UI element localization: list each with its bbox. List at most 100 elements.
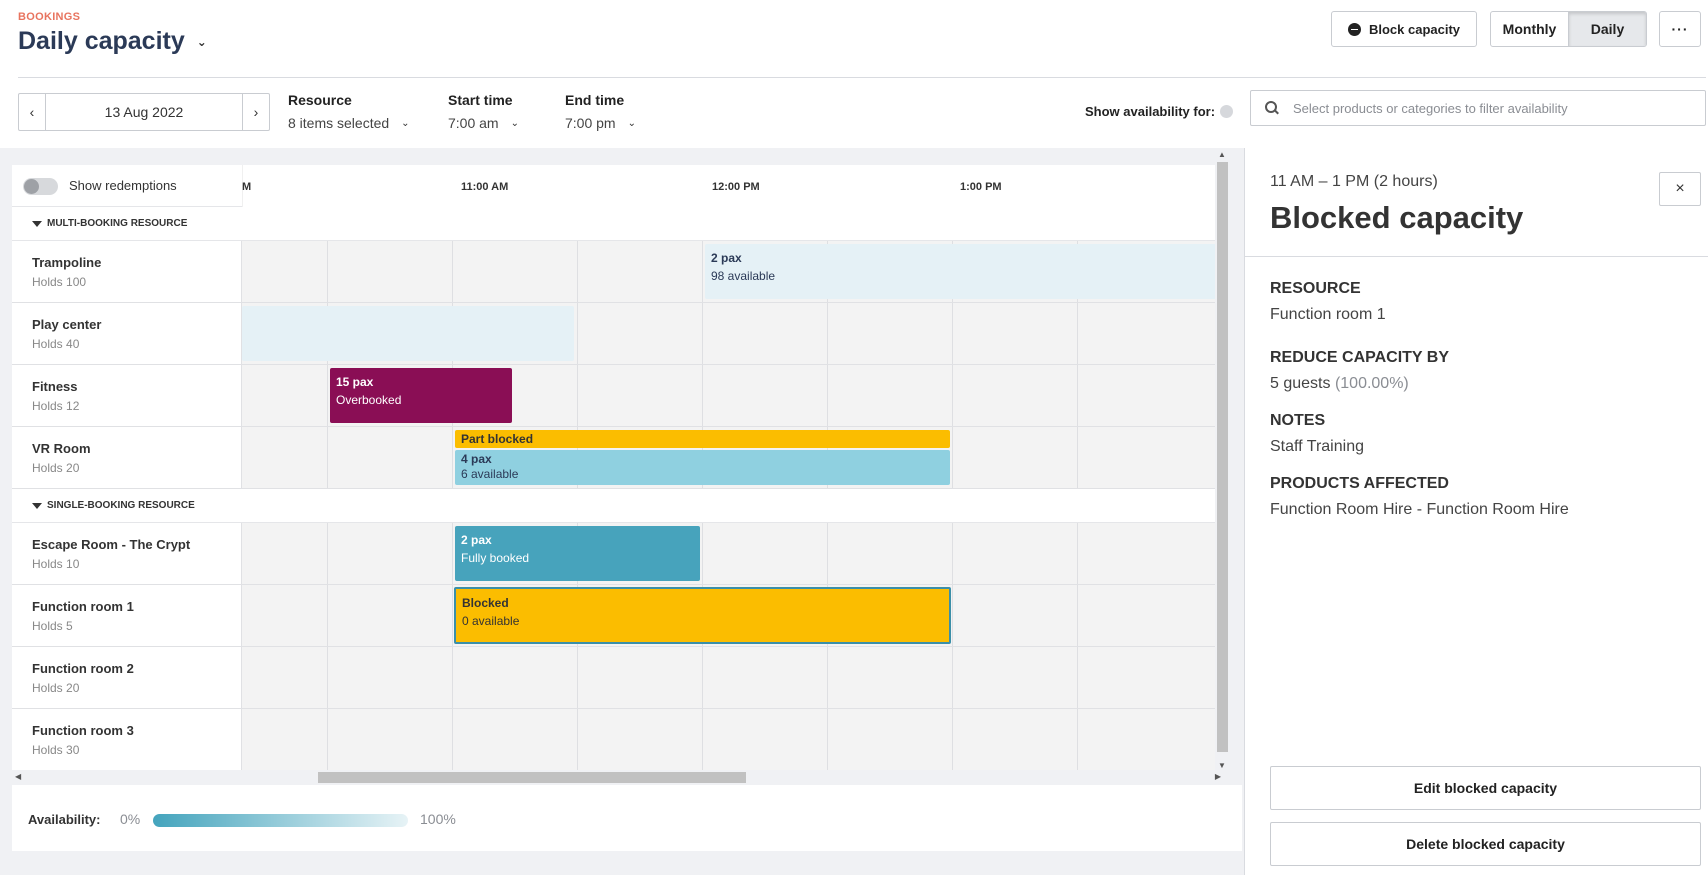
next-date-button[interactable]: ›	[253, 104, 259, 120]
close-icon[interactable]: ×	[1659, 172, 1701, 206]
timeline-cells[interactable]	[242, 303, 1227, 364]
blocked-capacity-block-selected[interactable]: Blocked 0 available	[454, 587, 951, 644]
scroll-up-icon[interactable]: ▲	[1218, 150, 1226, 159]
resource-filter[interactable]: Resource 8 items selected ⌄	[288, 92, 410, 131]
horizontal-scrollbar[interactable]: ◀ ▶	[12, 770, 1227, 785]
legend-label: Availability:	[28, 812, 101, 827]
resource-holds: Holds 5	[32, 619, 73, 633]
vertical-scrollbar[interactable]: ▲ ▼	[1215, 150, 1230, 770]
resource-row: Fitness Holds 12 15 pax Overbooked	[12, 365, 1227, 427]
legend-min: 0%	[120, 811, 141, 827]
time-label: M	[242, 181, 252, 193]
legend-max: 100%	[420, 811, 456, 827]
resource-name: VR Room	[32, 441, 91, 456]
end-time-label: End time	[565, 92, 625, 108]
panel-title: Blocked capacity	[1270, 200, 1524, 235]
resource-label: VR Room Holds 20	[12, 427, 242, 488]
availability-gradient	[153, 814, 408, 827]
availability-legend: Availability: 0% 100%	[12, 785, 1242, 851]
scrollbar-thumb[interactable]	[1217, 162, 1228, 752]
chevron-down-icon: ⌄	[510, 117, 519, 129]
edit-blocked-capacity-button[interactable]: Edit blocked capacity	[1270, 766, 1701, 810]
event-title: 4 pax	[461, 452, 492, 466]
timeline-cells[interactable]: 2 pax Fully booked	[242, 523, 1227, 584]
timeline-cells[interactable]	[242, 647, 1227, 708]
event-subtitle: 0 available	[462, 614, 520, 628]
monthly-view-button[interactable]: Monthly	[1502, 21, 1557, 37]
resource-row: Play center Holds 40	[12, 303, 1227, 365]
help-icon[interactable]	[1220, 105, 1234, 118]
resource-holds: Holds 20	[32, 681, 80, 695]
availability-filter-search[interactable]	[1250, 90, 1706, 126]
search-input[interactable]	[1293, 100, 1693, 116]
group-header[interactable]: MULTI-BOOKING RESOURCE	[12, 207, 1227, 241]
more-options-button[interactable]: ···	[1659, 11, 1701, 47]
booking-block[interactable]	[242, 306, 574, 361]
part-blocked-strip[interactable]: Part blocked	[455, 430, 950, 448]
scroll-right-icon[interactable]: ▶	[1214, 772, 1221, 781]
time-range: 11 AM – 1 PM (2 hours)	[1270, 173, 1438, 190]
chevron-down-icon: ⌄	[627, 117, 636, 129]
resource-row: Function room 3 Holds 30	[12, 709, 1227, 771]
chevron-down-icon: ⌄	[401, 117, 410, 129]
notes-section: NOTES Staff Training	[1270, 412, 1364, 456]
booking-block-full[interactable]: 2 pax Fully booked	[455, 526, 700, 581]
group-header[interactable]: SINGLE-BOOKING RESOURCE	[12, 489, 1227, 523]
scrollbar-thumb[interactable]	[318, 772, 746, 783]
resource-name: Escape Room - The Crypt	[32, 537, 191, 552]
view-toggle: Monthly Daily	[1490, 11, 1647, 47]
end-time-filter[interactable]: End time 7:00 pm ⌄	[565, 92, 636, 131]
event-title: 15 pax	[336, 375, 374, 389]
date-picker: ‹ 13 Aug 2022 ›	[18, 93, 270, 131]
event-title: 2 pax	[461, 533, 492, 547]
products-section: PRODUCTS AFFECTED Function Room Hire - F…	[1270, 475, 1569, 519]
group-title: SINGLE-BOOKING RESOURCE	[47, 500, 195, 511]
scroll-left-icon[interactable]: ◀	[15, 772, 22, 781]
resource-row: Escape Room - The Crypt Holds 10 2 pax F…	[12, 523, 1227, 585]
divider	[1245, 256, 1708, 257]
page-title-text: Daily capacity	[18, 27, 185, 55]
show-redemptions-label: Show redemptions	[69, 178, 177, 193]
resource-row: Function room 2 Holds 20	[12, 647, 1227, 709]
resource-label: Function room 1 Holds 5	[12, 585, 242, 646]
section-value: Staff Training	[1270, 438, 1364, 455]
start-time-filter[interactable]: Start time 7:00 am ⌄	[448, 92, 519, 131]
details-panel: 11 AM – 1 PM (2 hours) Blocked capacity …	[1244, 148, 1708, 875]
page-title[interactable]: Daily capacity ⌄	[18, 27, 207, 56]
show-redemptions-toggle[interactable]	[23, 178, 58, 195]
resource-holds: Holds 20	[32, 461, 80, 475]
show-availability-label: Show availability for:	[1085, 104, 1234, 119]
show-availability-text: Show availability for:	[1085, 104, 1216, 119]
section-label: REDUCE CAPACITY BY	[1270, 349, 1449, 366]
chevron-down-icon[interactable]: ⌄	[196, 34, 207, 49]
timeline-cells[interactable]: Blocked 0 available	[242, 585, 1227, 646]
prev-date-button[interactable]: ‹	[29, 104, 35, 120]
timeline-cells[interactable]: 15 pax Overbooked	[242, 365, 1227, 426]
booking-block[interactable]: 2 pax 98 available	[705, 244, 1227, 299]
resource-name: Trampoline	[32, 255, 102, 270]
resource-name: Fitness	[32, 379, 78, 394]
timeline-cells[interactable]	[242, 709, 1227, 770]
end-time-value: 7:00 pm	[565, 115, 616, 131]
resource-label: Function room 3 Holds 30	[12, 709, 242, 770]
booking-block[interactable]: 4 pax 6 available	[455, 450, 950, 485]
resource-rows: MULTI-BOOKING RESOURCE Trampoline Holds …	[12, 207, 1227, 771]
timeline-cells[interactable]: Part blocked 4 pax 6 available	[242, 427, 1227, 488]
delete-blocked-capacity-button[interactable]: Delete blocked capacity	[1270, 822, 1701, 866]
resource-name: Function room 2	[32, 661, 134, 676]
section-label: RESOURCE	[1270, 280, 1361, 297]
booking-block-overbooked[interactable]: 15 pax Overbooked	[330, 368, 512, 423]
resource-filter-label: Resource	[288, 92, 352, 108]
scroll-down-icon[interactable]: ▼	[1218, 761, 1226, 770]
page-header: BOOKINGS Daily capacity ⌄ Block capacity…	[0, 0, 1708, 148]
block-capacity-label: Block capacity	[1368, 21, 1461, 37]
event-subtitle: Overbooked	[336, 393, 402, 407]
date-field[interactable]: 13 Aug 2022	[45, 94, 243, 130]
group-title: MULTI-BOOKING RESOURCE	[47, 218, 188, 229]
block-capacity-button[interactable]: Block capacity	[1331, 11, 1477, 47]
resource-holds: Holds 100	[32, 275, 87, 289]
daily-view-button[interactable]: Daily	[1568, 12, 1646, 46]
timeline-cells[interactable]: 2 pax 98 available	[242, 241, 1227, 302]
breadcrumb[interactable]: BOOKINGS	[18, 11, 81, 23]
caret-down-icon	[32, 220, 42, 227]
